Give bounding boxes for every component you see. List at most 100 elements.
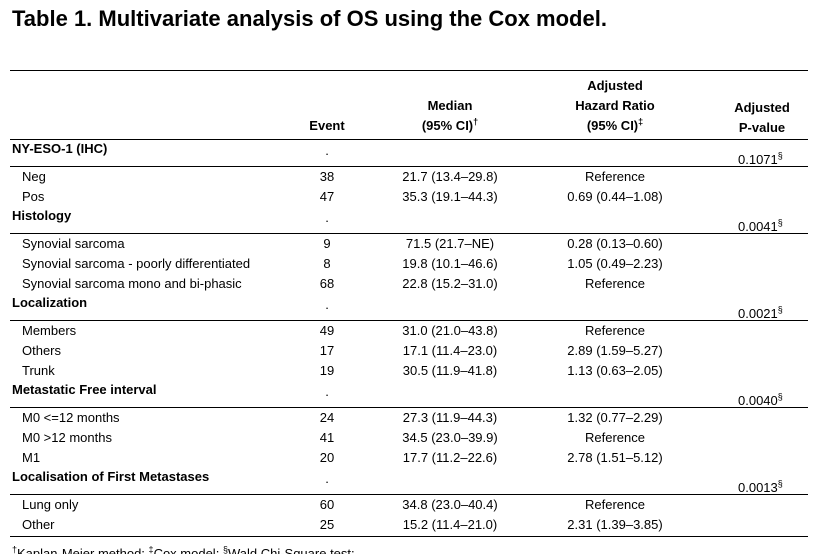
event: . — [325, 143, 329, 158]
median: 19.8 (10.1–46.6) — [402, 256, 498, 271]
table-title: Table 1. Multivariate analysis of OS usi… — [12, 6, 607, 31]
footnote-text: Kaplan-Meier method; — [17, 546, 145, 554]
event: 19 — [319, 363, 335, 378]
event: . — [325, 210, 329, 225]
row-label: Other — [22, 517, 55, 532]
hazard-ratio: Reference — [585, 430, 645, 445]
event: 9 — [323, 236, 331, 251]
hazard-ratio: 1.32 (0.77–2.29) — [567, 410, 663, 425]
row-label: Pos — [22, 189, 45, 204]
footnote: †Kaplan-Meier method; ‡Cox model; §Wald … — [12, 544, 355, 554]
p-value-text: 0.0040 — [738, 393, 778, 408]
footnote-text: Cox model; — [153, 546, 220, 554]
row-label: Synovial sarcoma - poorly differentiated — [22, 256, 251, 271]
column-header: Event — [309, 118, 345, 133]
hazard-ratio: 1.13 (0.63–2.05) — [567, 363, 663, 378]
column-header: Hazard Ratio — [575, 98, 655, 113]
footnote-mark: † — [12, 544, 18, 554]
event: 49 — [319, 323, 335, 338]
footnote-mark: § — [222, 544, 228, 554]
row-label: Neg — [22, 169, 46, 184]
p-value: 0.0040§ — [738, 391, 783, 409]
group-label: Localization — [12, 295, 88, 310]
row-label: M0 <=12 months — [22, 410, 120, 425]
rule-line — [10, 320, 808, 321]
hazard-ratio: 2.31 (1.39–3.85) — [567, 517, 663, 532]
median: 35.3 (19.1–44.3) — [402, 189, 498, 204]
hazard-ratio: Reference — [585, 497, 645, 512]
median: 30.5 (11.9–41.8) — [402, 363, 498, 378]
hazard-ratio: 2.89 (1.59–5.27) — [567, 343, 663, 358]
median: 34.5 (23.0–39.9) — [402, 430, 498, 445]
footnote-mark: § — [777, 478, 783, 489]
row-label: Synovial sarcoma — [22, 236, 125, 251]
column-header: Adjusted — [587, 78, 643, 93]
event: 60 — [319, 497, 335, 512]
hazard-ratio: 0.69 (0.44–1.08) — [567, 189, 663, 204]
median: 17.7 (11.2–22.6) — [402, 450, 498, 465]
median: 27.3 (11.9–44.3) — [402, 410, 498, 425]
footnote-mark: § — [777, 150, 783, 161]
event: 8 — [323, 256, 331, 271]
rule-line — [10, 139, 808, 140]
median: 71.5 (21.7–NE) — [405, 236, 495, 251]
p-value: 0.0013§ — [738, 478, 783, 496]
row-label: M1 — [22, 450, 41, 465]
row-label: Members — [22, 323, 77, 338]
p-value: 0.0041§ — [738, 217, 783, 235]
group-label: Localisation of First Metastases — [12, 469, 210, 484]
row-label: Lung only — [22, 497, 79, 512]
footnote-mark: § — [777, 391, 783, 402]
footnote-mark: † — [473, 116, 479, 127]
rule-line — [10, 407, 808, 408]
event: 25 — [319, 517, 335, 532]
event: 24 — [319, 410, 335, 425]
hazard-ratio: Reference — [585, 276, 645, 291]
group-label: Histology — [12, 208, 72, 223]
header-text: (95% CI) — [421, 118, 474, 133]
hazard-ratio: Reference — [585, 323, 645, 338]
median: 22.8 (15.2–31.0) — [402, 276, 498, 291]
row-label: M0 >12 months — [22, 430, 112, 445]
event: 17 — [319, 343, 335, 358]
footnote-mark: § — [777, 217, 783, 228]
event: . — [325, 297, 329, 312]
median: 21.7 (13.4–29.8) — [402, 169, 498, 184]
p-value: 0.1071§ — [738, 150, 783, 168]
header-text: (95% CI) — [586, 118, 639, 133]
event: 68 — [319, 276, 335, 291]
p-value-text: 0.0021 — [738, 306, 778, 321]
row-label: Synovial sarcoma mono and bi-phasic — [22, 276, 242, 291]
p-value-text: 0.1071 — [738, 152, 778, 167]
event: 47 — [319, 189, 335, 204]
hazard-ratio: 2.78 (1.51–5.12) — [567, 450, 663, 465]
footnote-mark: ‡ — [148, 544, 154, 554]
median: 15.2 (11.4–21.0) — [402, 517, 498, 532]
column-header: (95% CI)‡ — [586, 116, 644, 134]
row-label: Trunk — [22, 363, 55, 378]
rule-line — [10, 166, 808, 167]
median: 34.8 (23.0–40.4) — [402, 497, 498, 512]
event: 38 — [319, 169, 335, 184]
group-label: Metastatic Free interval — [12, 382, 157, 397]
rule-line — [10, 233, 808, 234]
hazard-ratio: 0.28 (0.13–0.60) — [567, 236, 663, 251]
footnote-text: Wald Chi-Square test; — [227, 546, 355, 554]
event: 20 — [319, 450, 335, 465]
event: . — [325, 471, 329, 486]
group-label: NY-ESO-1 (IHC) — [12, 141, 108, 156]
column-header: Median — [427, 98, 473, 113]
rule-line — [10, 536, 808, 537]
p-value-text: 0.0013 — [738, 480, 778, 495]
median: 31.0 (21.0–43.8) — [402, 323, 498, 338]
rule-line — [10, 70, 808, 71]
row-label: Others — [22, 343, 62, 358]
hazard-ratio: 1.05 (0.49–2.23) — [567, 256, 663, 271]
footnote-mark: ‡ — [638, 116, 644, 127]
rule-line — [10, 494, 808, 495]
p-value-text: 0.0041 — [738, 219, 778, 234]
column-header: Adjusted — [734, 100, 790, 115]
p-value: 0.0021§ — [738, 305, 783, 322]
event: . — [325, 384, 329, 399]
